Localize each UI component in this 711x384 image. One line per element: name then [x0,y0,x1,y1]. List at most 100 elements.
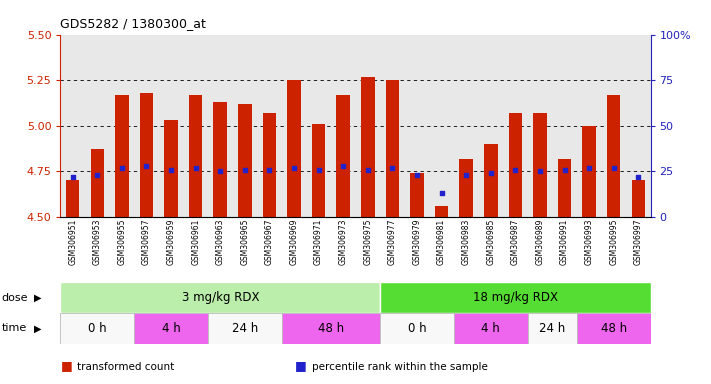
Bar [336,95,350,217]
Bar [287,80,301,217]
Text: ■: ■ [295,359,307,372]
Point [485,170,496,176]
Text: GSM306965: GSM306965 [240,219,250,265]
Point [534,168,545,174]
Point [92,172,103,178]
Point [289,165,300,171]
Bar [208,313,282,344]
Text: GSM306951: GSM306951 [68,219,77,265]
Point [584,165,595,171]
Bar [262,113,276,217]
Text: GSM306995: GSM306995 [609,219,618,265]
Point [436,190,447,196]
Text: GSM306989: GSM306989 [535,219,545,265]
Bar [140,93,154,217]
Bar [410,173,424,217]
Point [116,165,127,171]
Bar [60,313,134,344]
Text: GSM306961: GSM306961 [191,219,201,265]
Bar [557,159,571,217]
Bar [380,282,651,313]
Point [461,172,472,178]
Text: GSM306963: GSM306963 [215,219,225,265]
Bar [528,313,577,344]
Bar [454,313,528,344]
Text: GSM306991: GSM306991 [560,219,569,265]
Text: 18 mg/kg RDX: 18 mg/kg RDX [473,291,558,304]
Text: 48 h: 48 h [318,322,344,335]
Bar [238,104,252,217]
Text: GSM306987: GSM306987 [510,219,520,265]
Bar [631,180,645,217]
Text: transformed count: transformed count [77,362,175,372]
Bar [60,282,380,313]
Bar [508,113,522,217]
Bar [361,76,375,217]
Text: GSM306967: GSM306967 [265,219,274,265]
Text: 48 h: 48 h [601,322,626,335]
Point [411,172,422,178]
Bar [134,313,208,344]
Bar [459,159,473,217]
Text: ▶: ▶ [34,293,42,303]
Point [338,163,349,169]
Text: GSM306979: GSM306979 [412,219,422,265]
Text: GSM306975: GSM306975 [363,219,373,265]
Bar [189,95,203,217]
Bar [282,313,380,344]
Text: GSM306971: GSM306971 [314,219,323,265]
Text: 4 h: 4 h [161,322,181,335]
Point [264,167,275,173]
Point [313,167,324,173]
Text: 0 h: 0 h [88,322,107,335]
Text: 0 h: 0 h [407,322,427,335]
Bar [484,144,498,217]
Text: time: time [1,323,27,333]
Text: GSM306985: GSM306985 [486,219,496,265]
Text: GSM306993: GSM306993 [584,219,594,265]
Text: 4 h: 4 h [481,322,500,335]
Bar [385,80,399,217]
Text: 3 mg/kg RDX: 3 mg/kg RDX [181,291,259,304]
Text: GSM306953: GSM306953 [93,219,102,265]
Bar [90,149,104,217]
Text: dose: dose [1,293,28,303]
Bar [582,126,596,217]
Point [608,165,619,171]
Point [387,165,398,171]
Text: 24 h: 24 h [232,322,258,335]
Text: GSM306997: GSM306997 [634,219,643,265]
Point [215,168,226,174]
Text: ■: ■ [60,359,73,372]
Text: percentile rank within the sample: percentile rank within the sample [312,362,488,372]
Point [141,163,152,169]
Point [633,174,644,180]
Bar [607,95,621,217]
Text: GSM306983: GSM306983 [461,219,471,265]
Bar [533,113,547,217]
Text: GSM306957: GSM306957 [142,219,151,265]
Point [362,167,373,173]
Bar [164,120,178,217]
Bar [312,124,326,217]
Bar [380,313,454,344]
Point [190,165,201,171]
Point [166,167,177,173]
Bar [213,102,227,217]
Text: ▶: ▶ [34,323,42,333]
Bar [66,180,80,217]
Text: GSM306981: GSM306981 [437,219,446,265]
Point [510,167,521,173]
Text: GSM306977: GSM306977 [388,219,397,265]
Point [67,174,78,180]
Text: GSM306955: GSM306955 [117,219,127,265]
Bar [577,313,651,344]
Text: GSM306959: GSM306959 [166,219,176,265]
Point [559,167,570,173]
Text: GSM306973: GSM306973 [338,219,348,265]
Bar [115,95,129,217]
Text: 24 h: 24 h [539,322,565,335]
Bar [435,206,449,217]
Text: GSM306969: GSM306969 [289,219,299,265]
Point [239,167,250,173]
